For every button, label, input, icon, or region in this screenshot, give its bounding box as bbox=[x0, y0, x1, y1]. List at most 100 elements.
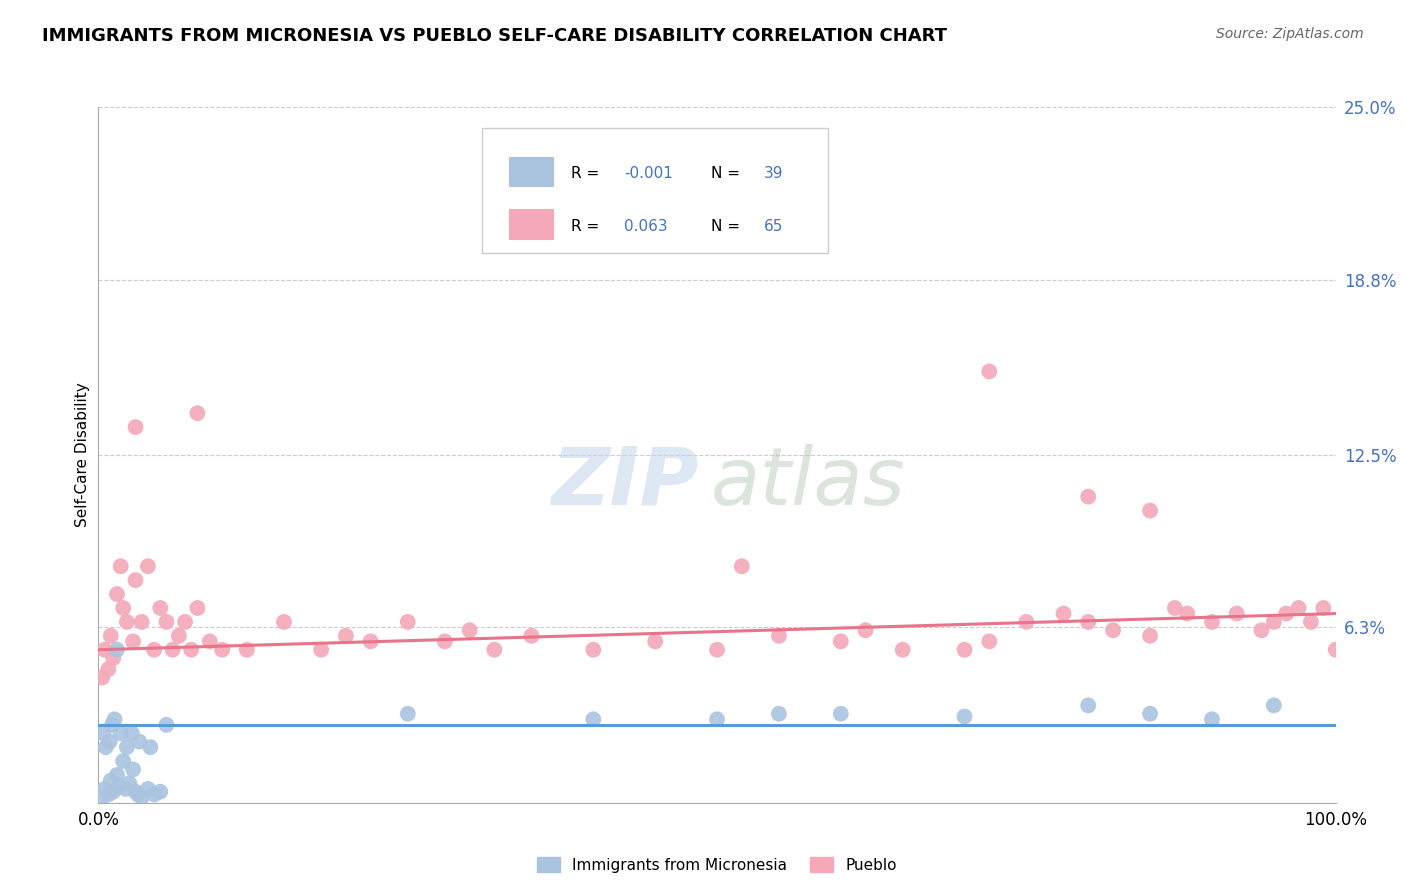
Text: R =: R = bbox=[571, 166, 605, 181]
Point bbox=[149, 601, 172, 615]
Point bbox=[1288, 601, 1310, 615]
Text: atlas: atlas bbox=[711, 443, 905, 522]
Point bbox=[136, 559, 159, 574]
Text: -0.001: -0.001 bbox=[624, 166, 673, 181]
Point bbox=[122, 634, 145, 648]
Point bbox=[979, 634, 1001, 648]
Point bbox=[396, 706, 419, 721]
Point bbox=[1324, 642, 1347, 657]
Point bbox=[1250, 624, 1272, 638]
Point bbox=[155, 615, 177, 629]
Point bbox=[396, 615, 419, 629]
Point bbox=[97, 662, 120, 676]
Point bbox=[93, 781, 115, 796]
Point bbox=[155, 718, 177, 732]
Point bbox=[124, 420, 146, 434]
Text: N =: N = bbox=[711, 219, 745, 234]
Point bbox=[101, 718, 124, 732]
FancyBboxPatch shape bbox=[509, 157, 553, 186]
Point bbox=[706, 642, 728, 657]
Point bbox=[186, 601, 208, 615]
Point bbox=[115, 615, 138, 629]
Point bbox=[128, 734, 150, 748]
Point bbox=[91, 790, 114, 805]
Point bbox=[953, 709, 976, 723]
Point bbox=[143, 788, 166, 802]
Point bbox=[136, 781, 159, 796]
Point bbox=[484, 642, 506, 657]
Point bbox=[115, 740, 138, 755]
Point bbox=[100, 773, 122, 788]
Point bbox=[1299, 615, 1322, 629]
Point bbox=[105, 587, 128, 601]
Point bbox=[149, 785, 172, 799]
Point bbox=[1139, 629, 1161, 643]
Point bbox=[582, 642, 605, 657]
Point bbox=[768, 629, 790, 643]
Point bbox=[1015, 615, 1038, 629]
Point bbox=[953, 642, 976, 657]
Point bbox=[768, 706, 790, 721]
Point bbox=[97, 788, 120, 802]
Text: Source: ZipAtlas.com: Source: ZipAtlas.com bbox=[1216, 27, 1364, 41]
Point bbox=[830, 634, 852, 648]
Text: ZIP: ZIP bbox=[551, 443, 699, 522]
Point bbox=[112, 601, 135, 615]
Y-axis label: Self-Care Disability: Self-Care Disability bbox=[75, 383, 90, 527]
Point bbox=[1139, 706, 1161, 721]
Point bbox=[198, 634, 221, 648]
FancyBboxPatch shape bbox=[482, 128, 828, 253]
Point bbox=[162, 642, 184, 657]
Point bbox=[335, 629, 357, 643]
Point bbox=[582, 712, 605, 726]
Point bbox=[174, 615, 197, 629]
Point bbox=[180, 642, 202, 657]
Point bbox=[110, 559, 132, 574]
Point bbox=[105, 768, 128, 782]
Point bbox=[1312, 601, 1334, 615]
Text: 39: 39 bbox=[763, 166, 783, 181]
Text: IMMIGRANTS FROM MICRONESIA VS PUEBLO SELF-CARE DISABILITY CORRELATION CHART: IMMIGRANTS FROM MICRONESIA VS PUEBLO SEL… bbox=[42, 27, 948, 45]
Point bbox=[103, 651, 125, 665]
Point bbox=[93, 642, 115, 657]
Point bbox=[211, 642, 233, 657]
Point bbox=[131, 790, 153, 805]
Text: 0.063: 0.063 bbox=[624, 219, 668, 234]
Point bbox=[1077, 615, 1099, 629]
Point bbox=[1263, 615, 1285, 629]
Point bbox=[1077, 698, 1099, 713]
Legend: Immigrants from Micronesia, Pueblo: Immigrants from Micronesia, Pueblo bbox=[531, 850, 903, 879]
Point bbox=[644, 634, 666, 648]
Point bbox=[433, 634, 456, 648]
Point bbox=[186, 406, 208, 420]
Point bbox=[731, 559, 754, 574]
Point bbox=[1226, 607, 1249, 621]
Point bbox=[1164, 601, 1187, 615]
Point bbox=[1201, 712, 1223, 726]
Point bbox=[520, 629, 543, 643]
Point bbox=[122, 763, 145, 777]
Point bbox=[112, 754, 135, 768]
Point bbox=[98, 734, 121, 748]
Point bbox=[91, 671, 114, 685]
Point bbox=[768, 169, 790, 184]
Point bbox=[121, 726, 143, 740]
Point bbox=[100, 629, 122, 643]
Point bbox=[118, 776, 141, 790]
Point bbox=[108, 779, 131, 793]
Point bbox=[1077, 490, 1099, 504]
Point bbox=[1139, 503, 1161, 517]
Point bbox=[105, 642, 128, 657]
Point bbox=[127, 788, 149, 802]
Point bbox=[309, 642, 332, 657]
Point bbox=[1263, 698, 1285, 713]
Point bbox=[103, 785, 125, 799]
Point bbox=[110, 726, 132, 740]
Point bbox=[830, 706, 852, 721]
Point bbox=[93, 726, 115, 740]
Point bbox=[855, 624, 877, 638]
Point bbox=[236, 642, 259, 657]
Point bbox=[1201, 615, 1223, 629]
Point bbox=[1175, 607, 1198, 621]
Text: N =: N = bbox=[711, 166, 745, 181]
